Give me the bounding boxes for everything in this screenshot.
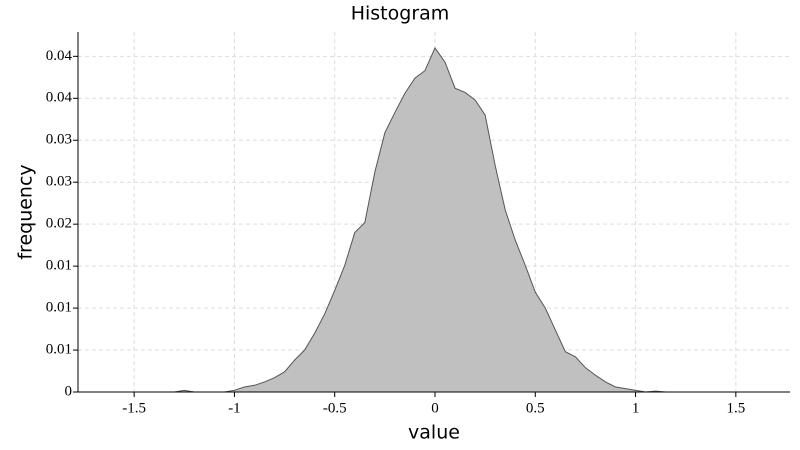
area: [114, 47, 756, 392]
y-tick-label: 0.02: [46, 216, 72, 232]
y-tick-label: 0: [65, 383, 73, 399]
x-tick-label: 1.5: [726, 400, 745, 416]
x-tick-label: 1: [632, 400, 640, 416]
y-tick-label: 0.01: [46, 258, 72, 274]
y-axis-label: frequency: [15, 164, 37, 259]
x-tick-label: -1: [228, 400, 241, 416]
y-tick-label: 0.04: [46, 48, 73, 64]
y-tick-label: 0.01: [46, 300, 72, 316]
x-tick-label: -1.5: [122, 400, 146, 416]
y-tick-label: 0.03: [46, 174, 72, 190]
x-tick-label: 0.5: [526, 400, 545, 416]
x-tick-label: 0: [431, 400, 439, 416]
chart-title: Histogram: [351, 3, 450, 25]
y-tick-label: 0.03: [46, 132, 72, 148]
x-axis-label: value: [408, 422, 460, 444]
x-tick-label: -0.5: [323, 400, 347, 416]
y-tick-label: 0.01: [46, 341, 72, 357]
y-tick-label: 0.04: [46, 90, 73, 106]
